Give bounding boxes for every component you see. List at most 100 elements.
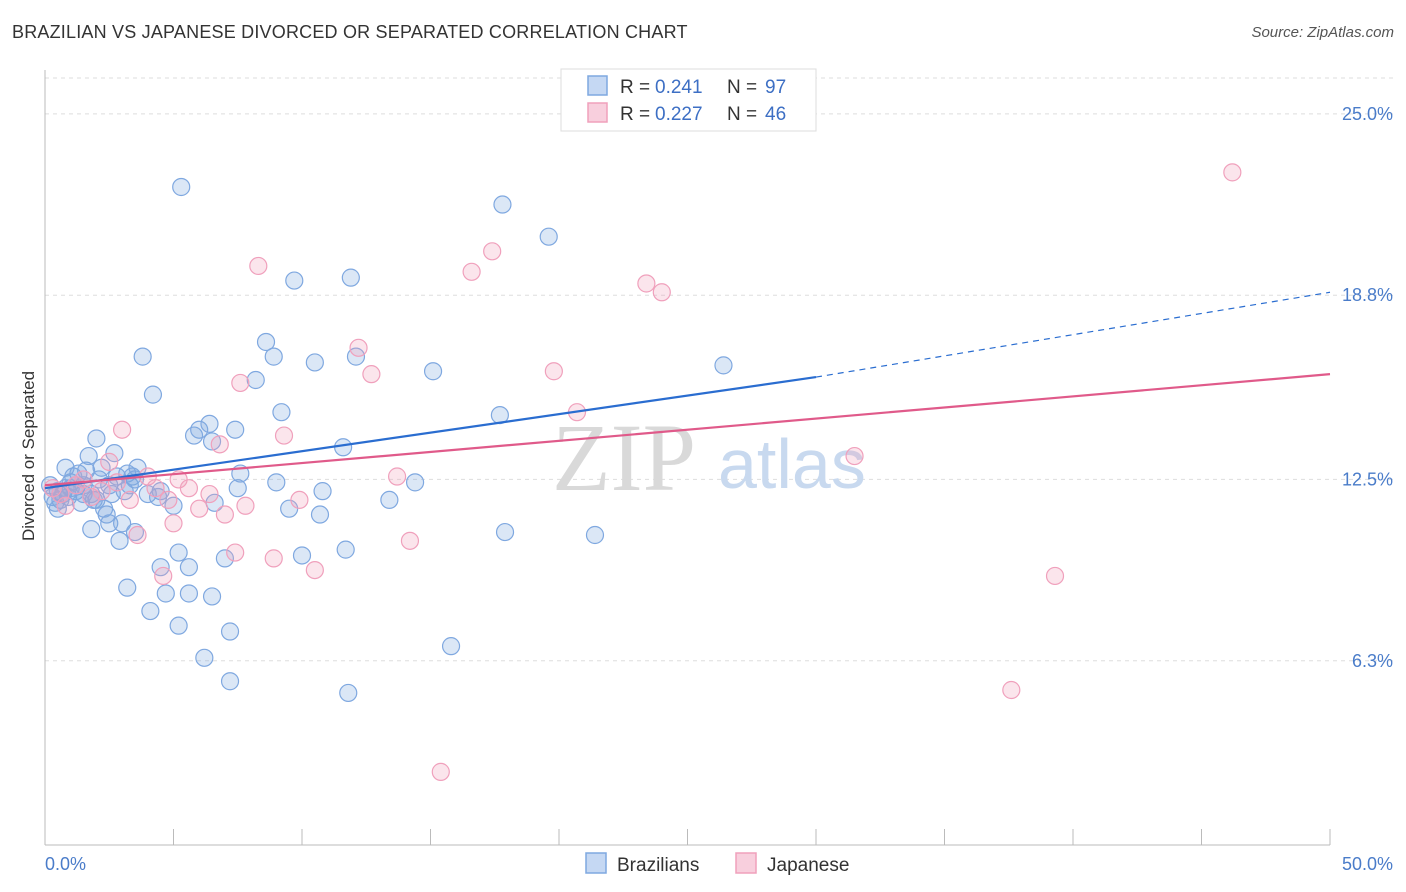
watermark-zip: ZIP: [552, 404, 696, 511]
legend-n-value-1: 46: [765, 104, 786, 125]
brazilians-point-15: [79, 446, 98, 466]
brazilians-point-27: [110, 531, 129, 550]
japanese-point-10: [120, 490, 139, 510]
japanese-point-20: [200, 484, 219, 504]
brazilians-point-74: [441, 637, 461, 656]
brazilians-point-43: [179, 584, 199, 603]
trend-layer: [44, 291, 1331, 490]
brazilians-point-66: [334, 438, 353, 457]
japanese-point-24: [231, 373, 250, 393]
brazilians-point-79: [585, 525, 605, 545]
japanese-point-7: [100, 452, 119, 471]
japanese-point-32: [362, 365, 381, 384]
legend-n-label-0: N =: [727, 77, 757, 98]
brazilians-point-92: [141, 601, 160, 621]
japanese-point-43: [1002, 680, 1021, 700]
japanese-trend-line: [44, 373, 1331, 487]
japanese-point-16: [164, 514, 183, 533]
japanese-point-22: [215, 505, 234, 524]
legend-r-label-1: R =: [620, 104, 650, 125]
brazilians-point-83: [112, 514, 132, 533]
japanese-point-35: [431, 762, 450, 781]
y-tick-label-2: 18.8%: [1342, 285, 1393, 305]
legend-r-value-1: 0.227: [655, 104, 703, 125]
x-tick-label-1: 50.0%: [1342, 854, 1393, 874]
japanese-point-5: [82, 487, 101, 507]
brazilians-point-50: [215, 549, 234, 568]
brazilians-point-51: [220, 622, 240, 641]
brazilians-point-96: [87, 490, 106, 510]
japanese-point-15: [159, 490, 178, 510]
brazilians-point-89: [220, 672, 240, 691]
japanese-point-44: [1045, 566, 1065, 586]
brazilians-point-61: [285, 271, 304, 290]
japanese-point-25: [236, 496, 255, 515]
brazilians-point-47: [200, 414, 219, 433]
brazilians-point-52: [226, 420, 245, 439]
bottom-legend-label-japanese: Japanese: [767, 855, 849, 876]
source-label: Source: ZipAtlas.com: [1251, 24, 1394, 41]
legend-r-value-0: 0.241: [655, 77, 703, 98]
brazilians-point-80: [714, 356, 733, 375]
brazilians-point-78: [539, 227, 558, 246]
japanese-point-40: [637, 274, 656, 293]
brazilians-point-69: [341, 268, 360, 287]
brazilians-point-41: [169, 616, 188, 635]
legend-n-value-0: 97: [765, 77, 786, 98]
brazilians-point-59: [272, 403, 291, 422]
brazilians-point-44: [184, 426, 204, 445]
brazilians-point-39: [156, 584, 175, 603]
brazilians-point-53: [228, 479, 247, 498]
watermark: ZIP atlas: [552, 404, 866, 511]
japanese-point-6: [92, 482, 111, 501]
japanese-point-11: [128, 525, 147, 545]
japanese-point-4: [74, 470, 93, 489]
brazilians-point-73: [423, 362, 443, 381]
japanese-point-2: [56, 496, 75, 515]
brazilians-point-87: [179, 558, 199, 577]
brazilians-point-18: [87, 429, 106, 448]
brazilians-point-65: [313, 482, 332, 501]
tick-labels: 6.3% 12.5% 18.8% 25.0% 0.0% 50.0%: [45, 104, 1393, 874]
brazilians-point-71: [380, 490, 399, 510]
brazilians-point-45: [190, 420, 209, 439]
japanese-point-37: [483, 242, 502, 261]
brazilians-point-76: [493, 195, 512, 214]
brazilians-point-88: [202, 587, 222, 606]
japanese-point-34: [400, 531, 420, 550]
brazilians-point-72: [405, 473, 425, 492]
japanese-point-45: [1223, 163, 1242, 182]
legend-r-label-0: R =: [620, 77, 650, 98]
chart-title: BRAZILIAN VS JAPANESE DIVORCED OR SEPARA…: [12, 22, 688, 42]
brazilians-point-36: [143, 385, 163, 404]
brazilians-point-25: [105, 444, 124, 463]
japanese-point-9: [112, 420, 132, 439]
japanese-point-19: [190, 499, 209, 518]
brazilians-point-90: [82, 520, 101, 539]
japanese-point-14: [154, 566, 173, 586]
brazilians-point-58: [267, 473, 286, 492]
bottom-legend-swatch-japanese: [735, 852, 757, 874]
brazilians-point-55: [246, 370, 265, 390]
japanese-point-38: [544, 362, 563, 381]
japanese-point-42: [845, 446, 864, 466]
brazilians-point-67: [336, 540, 355, 559]
axes: [44, 70, 1331, 846]
legend-swatch-brazilians: [587, 75, 608, 96]
brazilians-point-64: [310, 505, 330, 524]
brazilians-point-46: [195, 648, 214, 667]
brazilians-point-95: [56, 458, 75, 477]
brazilians-point-56: [256, 332, 276, 352]
legend-n-label-1: N =: [727, 104, 757, 125]
japanese-point-36: [462, 262, 481, 281]
y-tick-label-3: 25.0%: [1342, 104, 1393, 124]
y-tick-label-0: 6.3%: [1352, 651, 1393, 671]
y-axis-label: Divorced or Separated: [19, 371, 38, 541]
brazilians-point-42: [172, 177, 191, 197]
brazilians-point-63: [305, 353, 324, 372]
brazilians-point-34: [133, 347, 152, 366]
brazilians-point-91: [118, 578, 137, 597]
japanese-point-33: [387, 467, 407, 486]
japanese-point-21: [210, 435, 229, 454]
x-tick-label-0: 0.0%: [45, 854, 86, 874]
